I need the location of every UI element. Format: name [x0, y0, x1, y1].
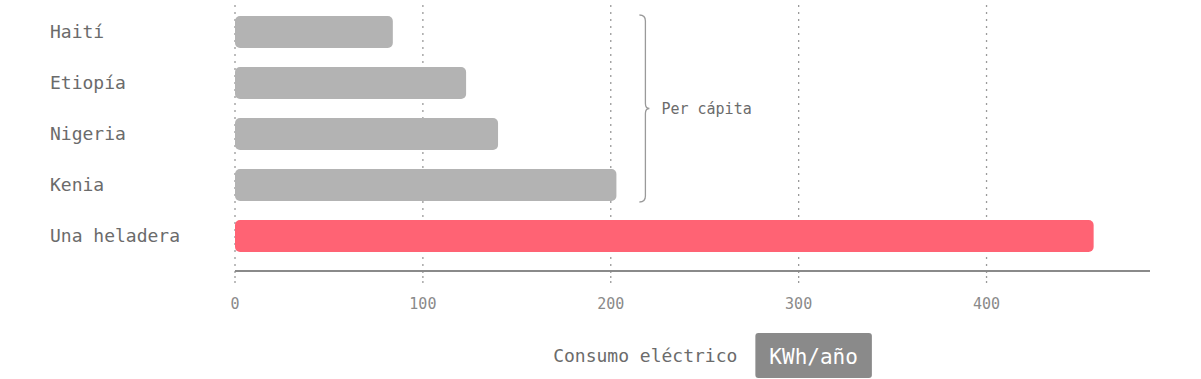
bar	[235, 118, 498, 150]
annotation: Per cápita	[661, 100, 751, 118]
unit-box: KWh/año	[755, 333, 872, 378]
tick-mark	[610, 271, 611, 283]
tick-label: 100	[409, 295, 436, 313]
x-axis-line	[235, 270, 1150, 272]
tick-mark	[234, 271, 235, 283]
tick-mark	[798, 271, 799, 283]
bars	[235, 16, 1094, 252]
x-axis-unit: KWh/año	[769, 345, 858, 369]
bar	[235, 220, 1094, 252]
tick-label: 400	[973, 295, 1000, 313]
category-label: Kenia	[50, 174, 104, 195]
x-axis-title: Consumo eléctrico	[553, 345, 737, 366]
category-label: Una heladera	[50, 225, 180, 246]
unit-background	[755, 333, 872, 378]
tick-mark	[422, 271, 423, 283]
chart: 0 100 200 300 400 Haití Etiopía Nigeria Kenia Una…	[0, 0, 1201, 379]
bar	[235, 67, 466, 99]
tick-label: 300	[785, 295, 812, 313]
category-label: Nigeria	[50, 123, 126, 144]
category-label: Haití	[50, 21, 104, 42]
bar	[235, 16, 393, 48]
tick-label: 0	[230, 295, 239, 313]
tick-label: 200	[597, 295, 624, 313]
category-label: Etiopía	[50, 72, 126, 93]
bar	[235, 169, 616, 201]
bracket	[639, 15, 649, 202]
tick-mark	[986, 271, 987, 283]
